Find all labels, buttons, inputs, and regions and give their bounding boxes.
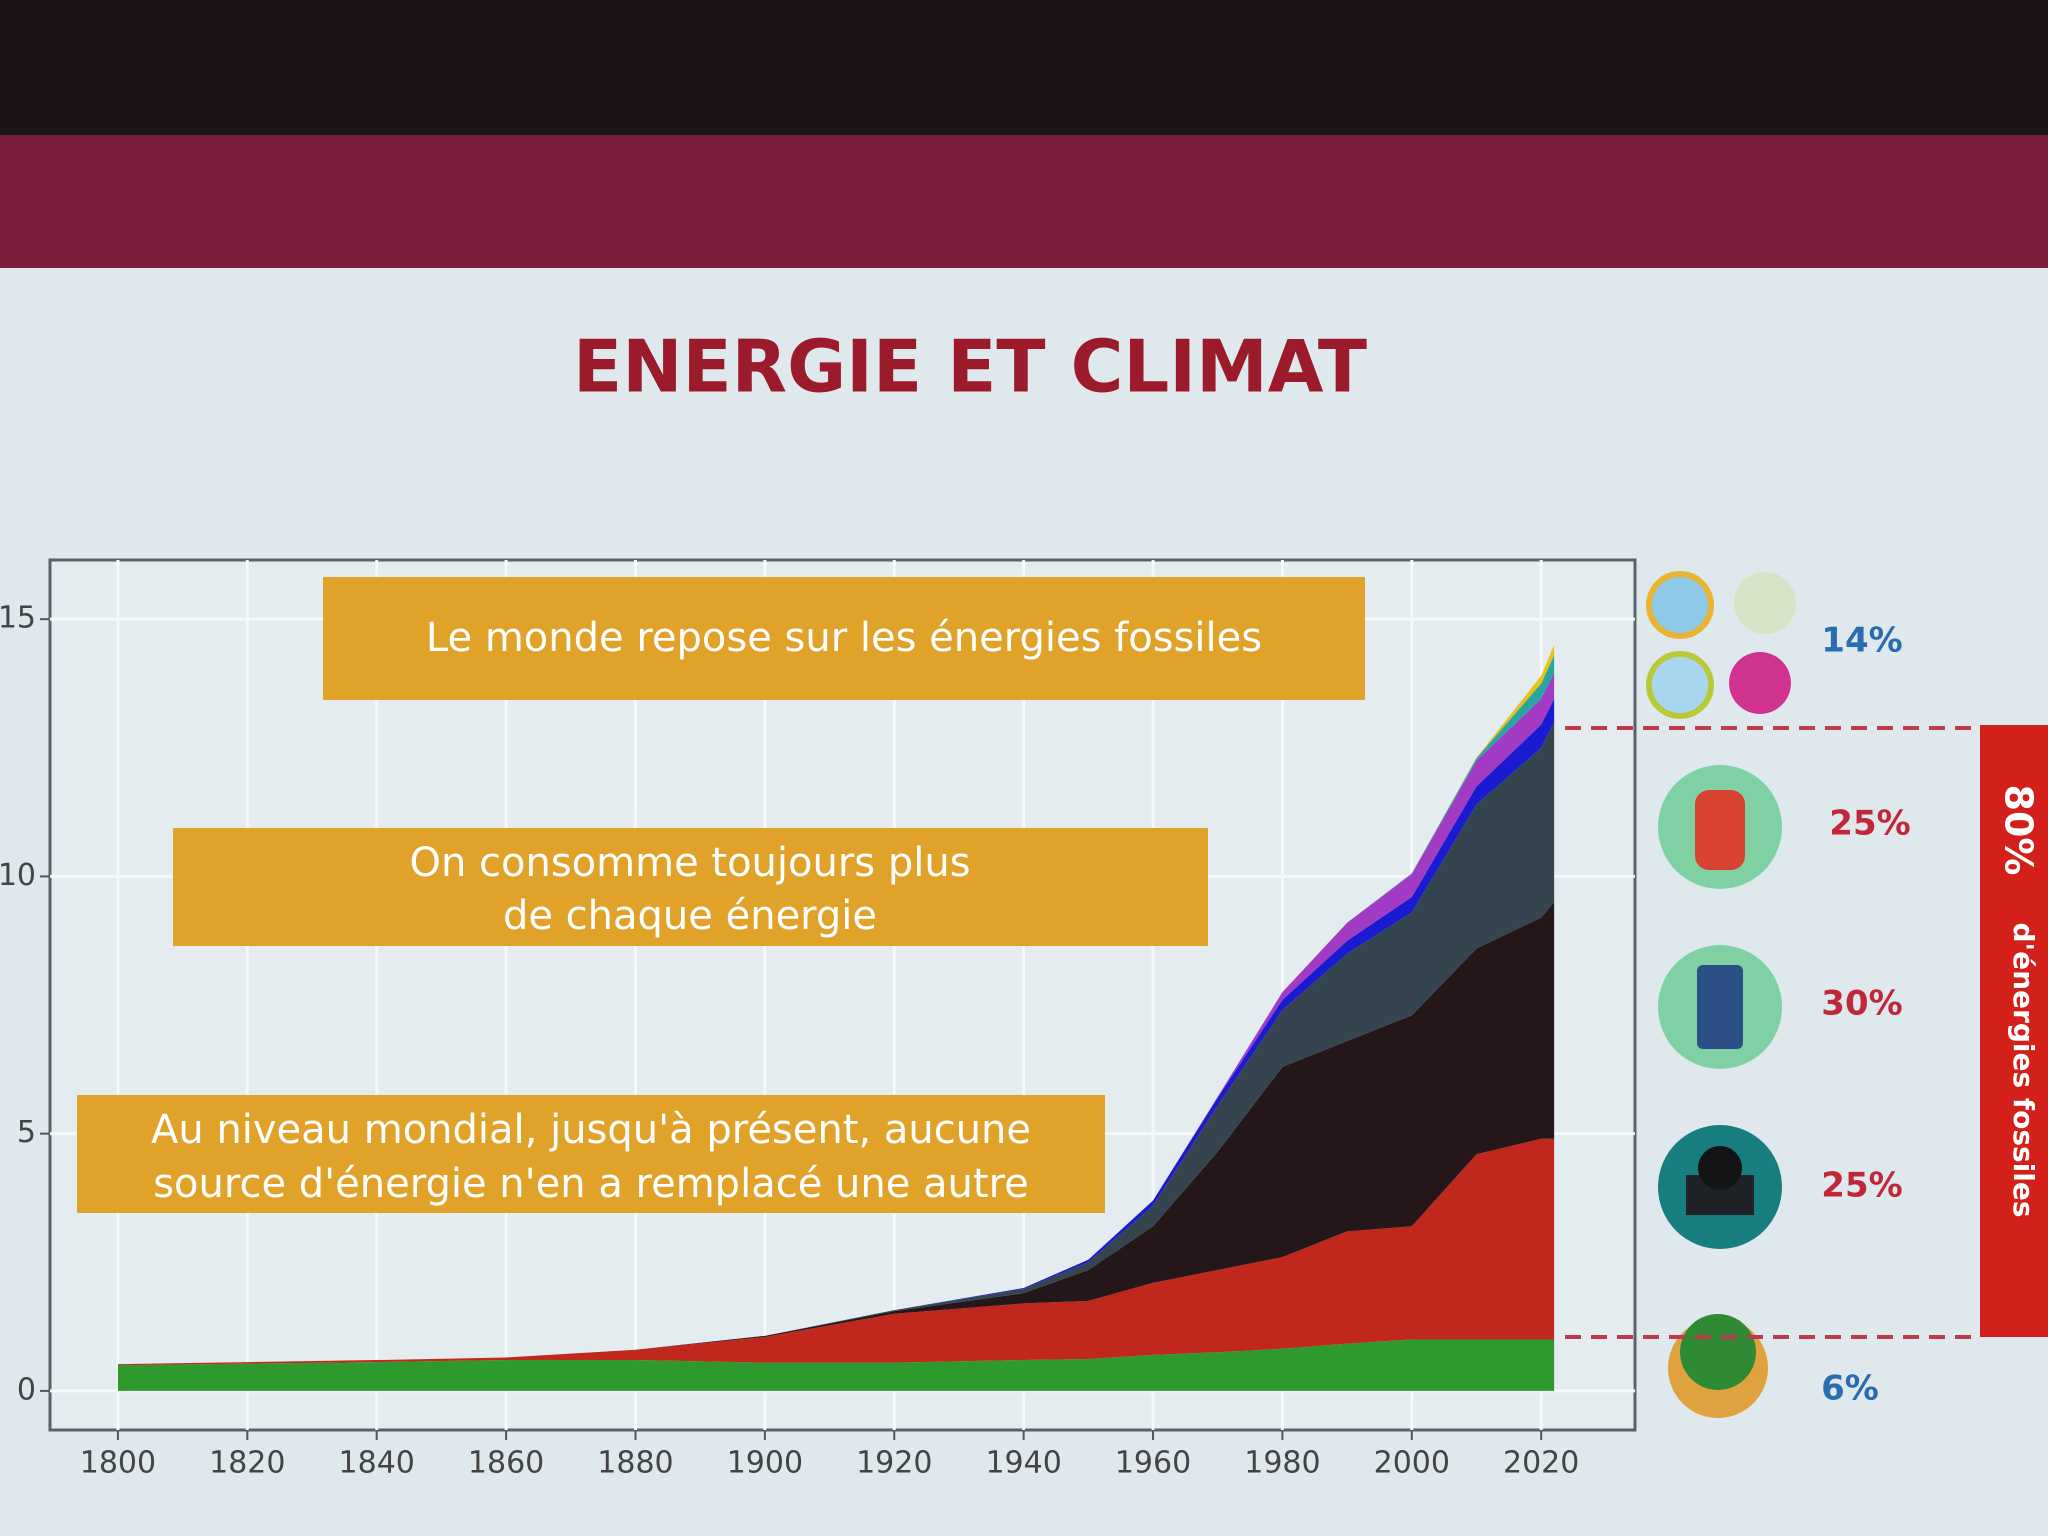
- share-label: 25%: [1821, 1166, 1902, 1206]
- y-tick-label: 0: [17, 1372, 36, 1407]
- x-tick-label: 2020: [1503, 1446, 1579, 1481]
- annotation-box: [77, 1095, 1105, 1213]
- x-tick-label: 2000: [1374, 1446, 1450, 1481]
- y-tick-label: 15: [0, 601, 36, 636]
- area: [117, 722, 1555, 1365]
- share-label: 30%: [1821, 984, 1902, 1024]
- x-tick-label: 1920: [856, 1446, 932, 1481]
- area: [117, 902, 1555, 1365]
- share-label: 25%: [1829, 804, 1910, 844]
- area: [117, 1339, 1555, 1391]
- fossil-value: 80%: [1997, 785, 2041, 876]
- oil-icon: [1658, 945, 1782, 1069]
- annotation: On consomme toujours plus: [409, 840, 970, 886]
- fossil-text: d'énergies fossiles: [2007, 923, 2040, 1218]
- biomass-icon: [1668, 1314, 1768, 1418]
- x-tick-label: 1940: [985, 1446, 1061, 1481]
- share-label: 14%: [1821, 621, 1902, 661]
- y-tick-label: 5: [17, 1115, 36, 1150]
- slide-title: ENERGIE ET CLIMAT: [573, 325, 1367, 409]
- renewable-icons: [1646, 571, 1796, 719]
- area: [117, 673, 1555, 1365]
- x-tick-label: 1840: [339, 1446, 415, 1481]
- x-tick-label: 1820: [209, 1446, 285, 1481]
- gas-icon: [1658, 765, 1782, 889]
- coal-icon: [1658, 1125, 1782, 1249]
- header-band: [0, 135, 2048, 270]
- annotation-box: [173, 828, 1208, 946]
- x-tick-label: 1880: [597, 1446, 673, 1481]
- x-tick-label: 1980: [1244, 1446, 1320, 1481]
- annotation: de chaque énergie: [503, 893, 877, 939]
- annotation-box: [323, 577, 1365, 700]
- area: [117, 1138, 1555, 1366]
- areas: [117, 644, 1555, 1391]
- area: [117, 698, 1555, 1365]
- x-tick-label: 1800: [80, 1446, 156, 1481]
- top-band: [0, 0, 2048, 135]
- y-tick-label: 10: [0, 858, 36, 893]
- annotation: Le monde repose sur les énergies fossile…: [426, 615, 1262, 661]
- x-tick-label: 1960: [1115, 1446, 1191, 1481]
- annotation: source d'énergie n'en a remplacé une aut…: [153, 1161, 1029, 1207]
- fossil-box: [1980, 725, 2048, 1337]
- axes: 0 5 10 15 1800 1820 1840 1860 1880 1900 1920 1940 19…: [0, 601, 1579, 1481]
- share-label: 6%: [1821, 1369, 1879, 1409]
- x-tick-label: 1900: [727, 1446, 803, 1481]
- annotation: Au niveau mondial, jusqu'à présent, aucu…: [151, 1107, 1031, 1153]
- x-tick-label: 1860: [468, 1446, 544, 1481]
